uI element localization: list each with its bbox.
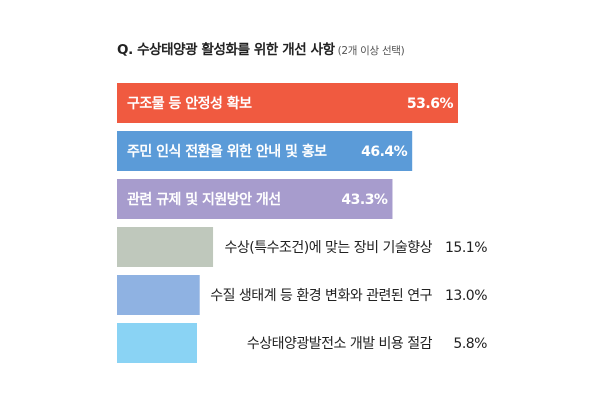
bar-3 xyxy=(117,179,393,219)
bar-value-5: 13.0% xyxy=(445,288,487,304)
bar-2 xyxy=(117,131,413,171)
bar-value-4: 15.1% xyxy=(445,240,487,256)
bar-label-2: 주민 인식 전환을 위한 안내 및 홍보 xyxy=(127,143,327,160)
bar-label-6: 수상태양광발전소 개발 비용 절감 xyxy=(247,336,433,352)
bar-4 xyxy=(117,227,214,267)
bar-label-1: 구조물 등 안정성 확보 xyxy=(127,95,252,112)
bar-label-3: 관련 규제 및 지원방안 개선 xyxy=(127,191,281,208)
chart-title-text: Q. 수상태양광 활성화를 위한 개선 사항 xyxy=(117,42,335,58)
bar-label-5: 수질 생태계 등 환경 변화와 관련된 연구 xyxy=(210,288,432,304)
bar-value-1: 53.6% xyxy=(407,96,454,112)
chart-subtitle: (2개 이상 선택) xyxy=(337,45,405,57)
bar-value-3: 43.3% xyxy=(341,192,388,208)
bar-value-2: 46.4% xyxy=(361,144,408,160)
chart-title: Q. 수상태양광 활성화를 위한 개선 사항 (2개 이상 선택) xyxy=(117,38,405,58)
bar-value-6: 5.8% xyxy=(453,336,487,352)
bar-6 xyxy=(117,323,197,363)
bar-5 xyxy=(117,275,200,315)
bar-1 xyxy=(117,83,458,123)
bar-label-4: 수상(특수조건)에 맞는 장비 기술향상 xyxy=(225,240,433,256)
